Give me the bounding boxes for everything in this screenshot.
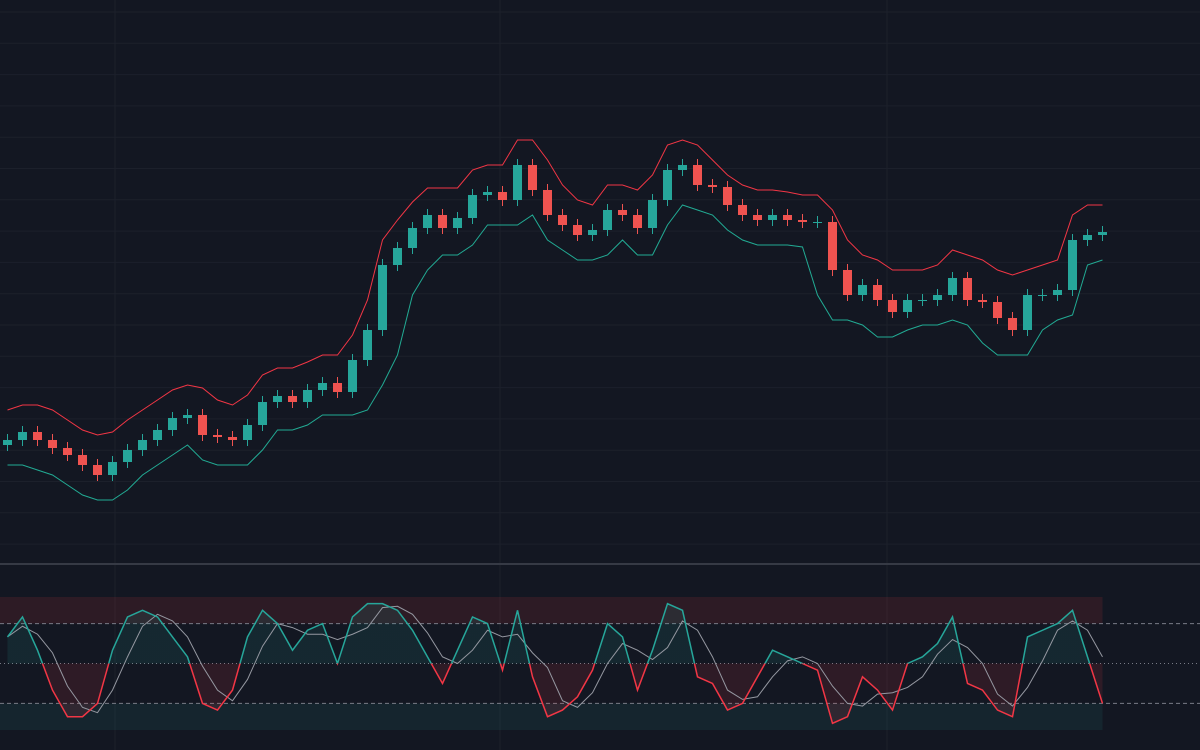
candle-body [723, 187, 732, 205]
candle-body [498, 192, 507, 200]
candle-body [18, 432, 27, 440]
candle-body [528, 165, 537, 190]
candle-body [1008, 318, 1017, 330]
oscillator-pane [0, 597, 1200, 730]
candle-body [438, 215, 447, 228]
candle-body [243, 425, 252, 440]
candle-body [768, 215, 777, 220]
candle-body [273, 396, 282, 402]
candle-body [693, 165, 702, 185]
candle-body [78, 455, 87, 465]
candle-body [393, 248, 402, 265]
candle-body [633, 215, 642, 228]
candle-body [588, 230, 597, 235]
candle-body [333, 383, 342, 392]
candle-body [153, 430, 162, 440]
candle-body [828, 222, 837, 270]
k-line [6, 602, 1104, 725]
candle-body [678, 165, 687, 170]
candle-body [138, 440, 147, 450]
candle-body [363, 330, 372, 360]
candle-body [1083, 235, 1092, 240]
candle-body [318, 383, 327, 390]
candle-body [453, 218, 462, 228]
candle-body [303, 390, 312, 402]
candle-body [468, 195, 477, 218]
candle-body [408, 228, 417, 248]
candle-body [738, 205, 747, 215]
candle-body [423, 215, 432, 228]
candle-body [963, 278, 972, 300]
candle-body [198, 415, 207, 435]
candle-body [573, 225, 582, 235]
d-line [7, 605, 1103, 714]
candle-body [888, 300, 897, 312]
candle-body [978, 300, 987, 302]
candle-body [783, 215, 792, 220]
candle-body [558, 215, 567, 225]
candle-body [258, 402, 267, 425]
candle-body [813, 222, 822, 223]
candle-body [543, 190, 552, 215]
price-pane [3, 139, 1107, 501]
candle-body [3, 440, 12, 445]
candle-body [933, 295, 942, 300]
candle-body [108, 462, 117, 475]
candle-body [843, 270, 852, 295]
candle-body [378, 265, 387, 330]
candle-body [858, 285, 867, 295]
band-upper [7, 139, 1103, 436]
candle-body [873, 285, 882, 300]
candle-body [753, 215, 762, 220]
candle-body [63, 448, 72, 455]
candle-body [48, 440, 57, 448]
candle-body [183, 415, 192, 418]
candle-body [33, 432, 42, 440]
candle-body [1053, 290, 1062, 295]
candle-body [798, 220, 807, 222]
candle-body [288, 396, 297, 402]
candle-body [708, 185, 717, 187]
candle-body [348, 360, 357, 392]
candle-body [603, 210, 612, 230]
candle-body [948, 278, 957, 295]
band-lower [7, 204, 1103, 501]
candle-body [648, 200, 657, 228]
k-area [7, 603, 1103, 724]
candle-body [123, 450, 132, 462]
candle-body [903, 300, 912, 312]
candle-body [483, 192, 492, 195]
candle-body [1068, 240, 1077, 290]
candle-body [168, 418, 177, 430]
candle-body [228, 437, 237, 440]
candle-body [918, 300, 927, 301]
candle-body [1098, 232, 1107, 235]
candle-body [93, 465, 102, 475]
candle-body [213, 435, 222, 437]
overbought-zone [0, 597, 1103, 624]
candle-body [513, 165, 522, 200]
candle-body [618, 210, 627, 215]
candle-body [1038, 295, 1047, 296]
candle-body [663, 170, 672, 200]
candle-body [1023, 295, 1032, 330]
candle-body [993, 302, 1002, 318]
